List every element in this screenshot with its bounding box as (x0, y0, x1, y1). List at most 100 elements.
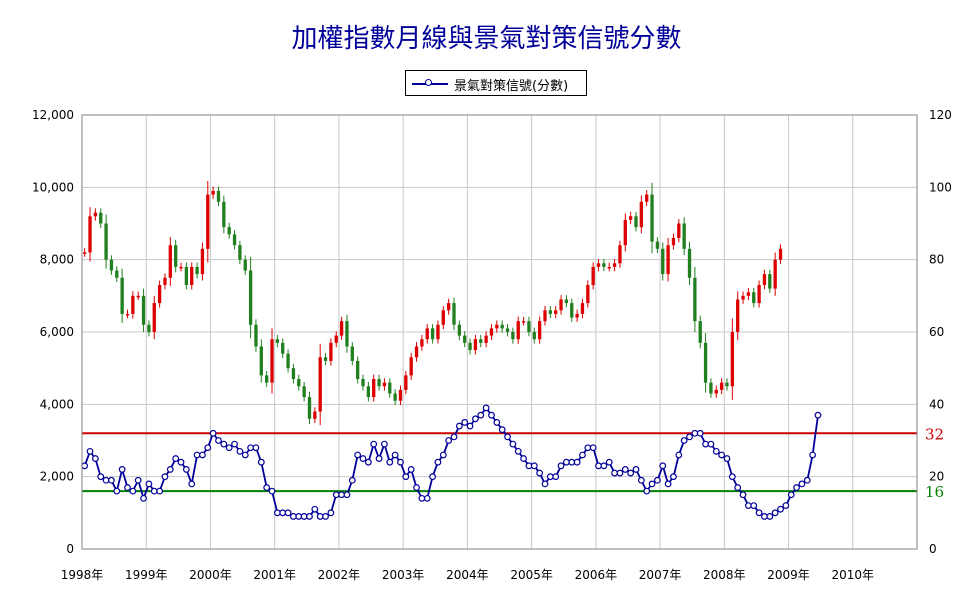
candle-body (99, 212, 103, 224)
candle-body (655, 241, 660, 249)
x-tick-label: 2008年 (703, 568, 746, 582)
signal-point (402, 473, 410, 481)
candle-body (693, 277, 697, 322)
candle-body (141, 295, 146, 325)
signal-point (466, 422, 474, 430)
signal-point (552, 473, 560, 481)
right-tick-label: 120 (929, 108, 952, 122)
signal-point (241, 451, 249, 459)
signal-point (257, 458, 265, 466)
x-tick-label: 2005年 (510, 568, 553, 582)
signal-point (472, 415, 479, 423)
candle-body (430, 328, 435, 340)
signal-point (348, 476, 356, 484)
candle-body (275, 339, 280, 343)
candle-body (281, 342, 285, 354)
signal-point (777, 505, 784, 513)
signal-point (370, 440, 378, 448)
candle-body (152, 303, 156, 332)
candle-body (554, 310, 558, 314)
signal-point (637, 476, 645, 484)
signal-point (161, 473, 169, 481)
candle-body (238, 245, 242, 260)
left-tick-label: 0 (66, 542, 74, 556)
signal-point (654, 476, 661, 484)
candle-body (500, 324, 504, 329)
right-tick-label: 60 (929, 325, 944, 339)
candle-body (586, 284, 590, 304)
candle-body (366, 386, 371, 398)
candle-body (736, 299, 740, 332)
x-tick-label: 2006年 (575, 568, 618, 582)
legend-label: 景氣對策信號(分數) (454, 79, 569, 94)
candle-body (420, 339, 424, 347)
x-tick-label: 2009年 (767, 568, 810, 582)
signal-point (113, 487, 121, 495)
signal-point (236, 447, 244, 455)
signal-point (771, 509, 779, 517)
signal-point (787, 491, 795, 499)
candle-body (248, 270, 253, 325)
left-tick-label: 10,000 (32, 180, 74, 194)
candle-body (714, 389, 718, 394)
grid (81, 114, 917, 550)
candle-body (698, 321, 702, 343)
candle-body (307, 397, 312, 419)
signal-point (793, 484, 800, 491)
candle-body (607, 266, 611, 269)
candlestick-series (83, 181, 783, 426)
candle-body (136, 295, 140, 298)
signal-point (423, 494, 431, 502)
signal-point (477, 411, 485, 419)
candle-body (463, 335, 467, 343)
signal-point (718, 451, 726, 459)
signal-point (134, 476, 142, 484)
candle-body (639, 201, 644, 228)
candle-body (762, 274, 767, 285)
plot-frame (81, 114, 918, 550)
x-tick-label: 2003年 (382, 568, 425, 582)
signal-point (391, 451, 399, 459)
signal-point (712, 447, 720, 455)
signal-point (172, 455, 180, 462)
candle-body (752, 292, 756, 304)
candle-body (259, 346, 263, 376)
candle-body (125, 313, 130, 316)
signal-point (803, 476, 811, 484)
signal-point (621, 466, 629, 473)
candle-body (682, 223, 686, 249)
signal-point (188, 480, 196, 488)
candle-body (575, 313, 579, 318)
candle-body (457, 324, 462, 336)
signal-point (91, 455, 99, 462)
signal-point (215, 437, 222, 444)
candle-body (313, 411, 317, 419)
signal-point (488, 411, 495, 419)
candle-body (211, 190, 215, 195)
candle-body (505, 328, 510, 332)
signal-point (311, 505, 319, 513)
signal-point (209, 429, 217, 437)
candle-body (473, 339, 478, 351)
reference-lines: 32 16 (82, 425, 944, 501)
right-tick-label: 20 (929, 470, 944, 484)
candle-body (270, 339, 274, 383)
candle-body (436, 324, 440, 340)
chart-title: 加權指數月線與景氣對策信號分數 (291, 24, 682, 54)
candle-body (254, 324, 258, 347)
signal-point (755, 509, 763, 517)
signal-point (434, 458, 442, 466)
x-tick-label: 2007年 (639, 568, 682, 582)
candle-body (537, 321, 542, 340)
candle-body (687, 248, 692, 278)
signal-point (514, 447, 522, 455)
candle-body (661, 248, 665, 275)
signal-point (263, 484, 271, 491)
candle-body (671, 237, 676, 246)
left-tick-label: 2,000 (40, 470, 74, 484)
signal-point (680, 437, 688, 444)
signal-point (429, 473, 436, 481)
candle-body (222, 201, 226, 228)
signal-point (589, 444, 597, 452)
